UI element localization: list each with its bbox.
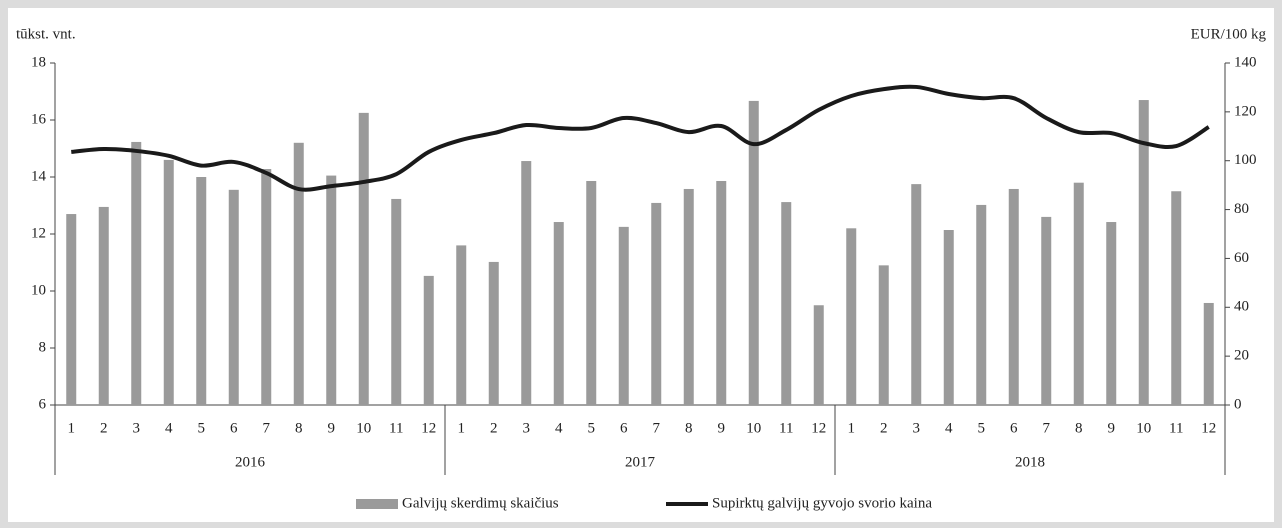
bar xyxy=(423,275,434,405)
y-tick-label: 8 xyxy=(39,339,47,355)
x-tick-label: 10 xyxy=(1136,420,1151,436)
chart: tūkst. vnt. EUR/100 kg 68101214161802040… xyxy=(16,26,1267,511)
x-tick-label: 7 xyxy=(653,420,661,436)
bar xyxy=(1041,216,1052,405)
y2-tick-label: 20 xyxy=(1234,348,1249,364)
bar xyxy=(911,184,922,405)
bar xyxy=(781,202,792,405)
legend-label: Supirktų galvijų gyvojo svorio kaina xyxy=(712,495,932,511)
x-tick-label: 6 xyxy=(230,420,238,436)
x-tick-label: 9 xyxy=(328,420,336,436)
x-tick-label: 3 xyxy=(133,420,141,436)
year-label: 2017 xyxy=(625,454,656,470)
bar xyxy=(456,245,467,405)
bar xyxy=(716,180,727,405)
bar xyxy=(1138,100,1149,406)
x-tick-label: 4 xyxy=(165,420,173,436)
x-tick-label: 11 xyxy=(779,420,793,436)
x-tick-label: 8 xyxy=(1075,420,1083,436)
line xyxy=(71,84,1210,192)
bar xyxy=(976,204,987,405)
y-axis-label: tūkst. vnt. xyxy=(16,26,76,42)
x-tick-label: 5 xyxy=(198,420,206,436)
bar xyxy=(813,305,824,405)
y2-tick-label: 40 xyxy=(1234,299,1249,315)
x-tick-label: 5 xyxy=(588,420,596,436)
x-tick-label: 11 xyxy=(389,420,403,436)
x-tick-label: 8 xyxy=(685,420,693,436)
bar xyxy=(651,202,662,405)
bar xyxy=(488,261,499,405)
x-tick-label: 9 xyxy=(718,420,726,436)
bar xyxy=(1106,222,1117,405)
bar xyxy=(131,141,142,405)
bar xyxy=(1008,188,1019,405)
bar xyxy=(618,226,629,405)
x-tick-label: 7 xyxy=(263,420,271,436)
y2-tick-label: 140 xyxy=(1234,54,1257,70)
x-tick-label: 2 xyxy=(100,420,108,436)
y2-tick-label: 60 xyxy=(1234,250,1249,266)
bar xyxy=(521,161,532,405)
y-tick-label: 6 xyxy=(39,396,47,412)
y-tick-label: 12 xyxy=(31,225,46,241)
x-tick-label: 4 xyxy=(555,420,563,436)
legend-swatch xyxy=(356,499,398,509)
x-tick-label: 1 xyxy=(458,420,466,436)
x-tick-label: 10 xyxy=(746,420,761,436)
x-tick-label: 12 xyxy=(811,420,826,436)
year-label: 2018 xyxy=(1015,454,1045,470)
x-tick-label: 3 xyxy=(523,420,531,436)
y-tick-label: 18 xyxy=(31,54,46,70)
legend-label: Galvijų skerdimų skaičius xyxy=(402,495,559,511)
bar xyxy=(228,189,239,405)
bar xyxy=(878,265,889,405)
bar xyxy=(163,159,174,405)
bar xyxy=(358,112,369,405)
x-tick-label: 12 xyxy=(1201,420,1216,436)
y-tick-label: 14 xyxy=(31,168,47,184)
x-tick-label: 4 xyxy=(945,420,953,436)
y2-axis-label: EUR/100 kg xyxy=(1191,26,1267,42)
bar xyxy=(683,188,694,405)
bar xyxy=(391,198,402,405)
y-tick-label: 10 xyxy=(31,282,46,298)
bar xyxy=(748,100,759,405)
bar xyxy=(293,142,304,406)
x-tick-label: 9 xyxy=(1108,420,1116,436)
bar xyxy=(66,214,77,405)
bar xyxy=(553,222,564,405)
x-tick-label: 6 xyxy=(620,420,628,436)
y2-tick-label: 120 xyxy=(1234,103,1257,119)
x-tick-label: 7 xyxy=(1043,420,1051,436)
x-tick-label: 1 xyxy=(848,420,856,436)
bar xyxy=(196,177,207,405)
y-tick-label: 16 xyxy=(31,111,47,127)
x-tick-label: 8 xyxy=(295,420,303,436)
bar xyxy=(943,230,954,405)
x-tick-label: 3 xyxy=(913,420,921,436)
bar xyxy=(1073,182,1084,405)
x-tick-label: 1 xyxy=(68,420,76,436)
bar xyxy=(1171,191,1182,405)
bar xyxy=(586,180,597,405)
x-tick-label: 6 xyxy=(1010,420,1018,436)
x-tick-label: 5 xyxy=(978,420,986,436)
bar xyxy=(261,169,272,405)
x-tick-label: 2 xyxy=(880,420,888,436)
bar xyxy=(846,228,857,405)
y2-tick-label: 100 xyxy=(1234,152,1257,168)
y2-tick-label: 80 xyxy=(1234,201,1249,217)
x-tick-label: 11 xyxy=(1169,420,1183,436)
x-tick-label: 12 xyxy=(421,420,436,436)
bar xyxy=(98,206,109,405)
bar xyxy=(1203,302,1214,405)
y2-tick-label: 0 xyxy=(1234,396,1242,412)
x-tick-label: 10 xyxy=(356,420,371,436)
bar xyxy=(326,175,337,405)
year-label: 2016 xyxy=(235,454,266,470)
x-tick-label: 2 xyxy=(490,420,498,436)
